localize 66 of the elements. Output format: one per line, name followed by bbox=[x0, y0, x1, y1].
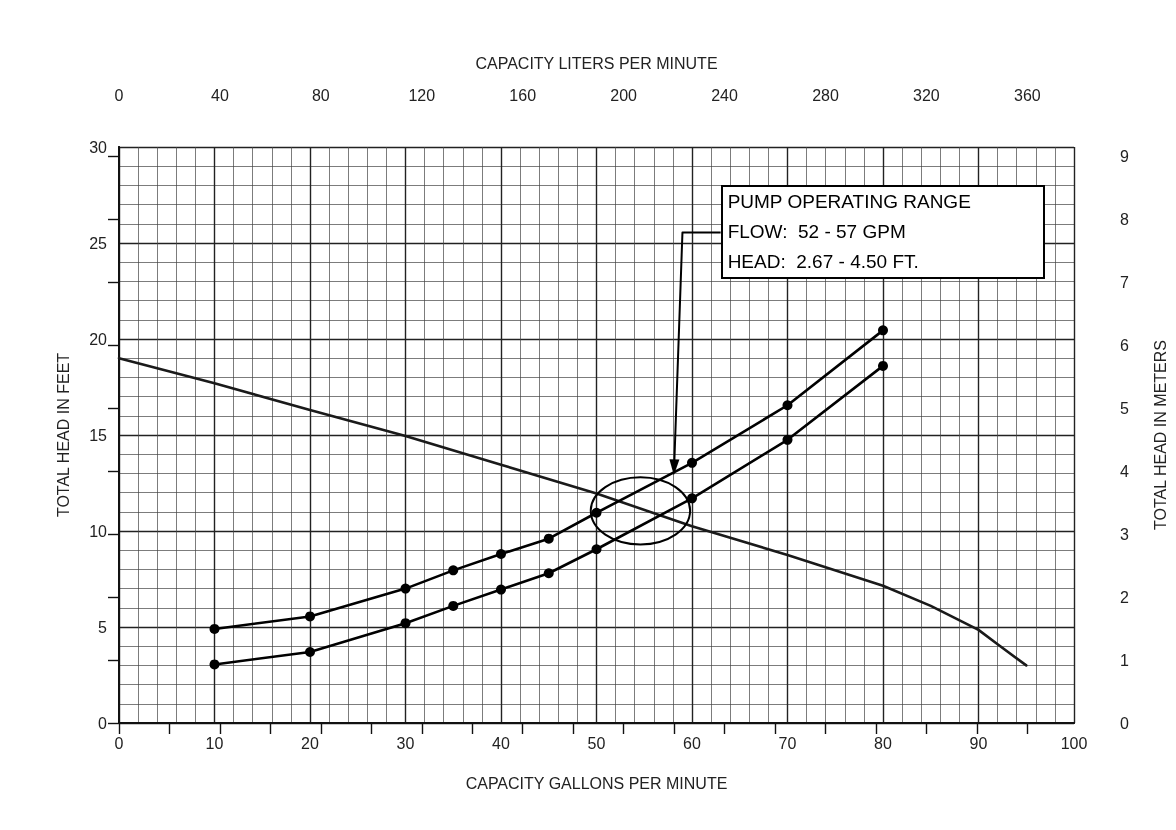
point bbox=[448, 565, 459, 576]
x-tick-label: 10 bbox=[205, 734, 224, 752]
point bbox=[400, 618, 411, 629]
x2-axis-title: CAPACITY LITERS PER MINUTE bbox=[475, 54, 718, 72]
point bbox=[543, 568, 554, 579]
y-tick-label: 15 bbox=[89, 426, 108, 444]
x2-tick-label: 120 bbox=[408, 86, 436, 104]
point bbox=[591, 507, 602, 518]
x-tick-label: 40 bbox=[492, 734, 510, 752]
x-tick-label: 70 bbox=[778, 734, 797, 752]
x-tick-label: 60 bbox=[683, 734, 701, 752]
point bbox=[496, 584, 506, 595]
y-tick-label: 0 bbox=[98, 714, 108, 732]
point bbox=[305, 646, 315, 657]
callout-box: PUMP OPERATING RANGE FLOW: 52 - 57 GPM HEAD: 2.67 - 4.50 FT. bbox=[720, 185, 1046, 280]
annotation: PUMP OPERATING RANGE bbox=[727, 190, 972, 215]
y2-tick-label: 0 bbox=[1120, 714, 1129, 732]
x-axis-title: CAPACITY GALLONS PER MINUTE bbox=[465, 774, 728, 792]
x2-tick-label: 280 bbox=[812, 86, 839, 104]
y2-tick-label: 7 bbox=[1120, 273, 1129, 291]
x-tick-label: 0 bbox=[114, 734, 124, 752]
x2-tick-label: 40 bbox=[211, 86, 229, 104]
x2-tick-label: 240 bbox=[711, 86, 738, 104]
point bbox=[591, 544, 602, 555]
y-tick-label: 30 bbox=[89, 138, 108, 156]
y2-tick-label: 9 bbox=[1120, 147, 1129, 165]
x-tick-label: 90 bbox=[969, 734, 988, 752]
point bbox=[209, 623, 220, 634]
annotation: FLOW: 52 - 57 GPM bbox=[727, 220, 907, 245]
point bbox=[687, 457, 697, 468]
x-tick-label: 50 bbox=[587, 734, 606, 752]
point bbox=[209, 659, 220, 670]
y-tick-label: 5 bbox=[98, 618, 108, 636]
x2-tick-label: 320 bbox=[913, 86, 940, 104]
annotation: HEAD: 2.67 - 4.50 FT. bbox=[727, 249, 920, 274]
point bbox=[878, 360, 888, 371]
point bbox=[448, 600, 459, 611]
y2-tick-label: 6 bbox=[1120, 336, 1129, 354]
y2-tick-label: 1 bbox=[1120, 651, 1129, 669]
x2-tick-label: 80 bbox=[311, 86, 330, 104]
y2-tick-label: 8 bbox=[1120, 210, 1129, 228]
y-tick-label: 25 bbox=[89, 234, 108, 252]
point bbox=[496, 549, 506, 560]
point bbox=[782, 434, 793, 445]
y2-tick-label: 2 bbox=[1120, 588, 1129, 606]
x2-tick-label: 360 bbox=[1013, 86, 1041, 104]
x-tick-label: 80 bbox=[874, 734, 892, 752]
x2-tick-label: 200 bbox=[610, 86, 638, 104]
y2-tick-label: 5 bbox=[1120, 399, 1129, 417]
y2-tick-label: 4 bbox=[1120, 462, 1129, 480]
y-tick-label: 20 bbox=[89, 330, 108, 348]
point bbox=[400, 583, 411, 594]
x2-tick-label: 0 bbox=[114, 86, 124, 104]
point bbox=[305, 611, 315, 622]
point bbox=[687, 493, 697, 504]
y-axis-title: TOTAL HEAD IN FEET bbox=[54, 352, 72, 518]
point bbox=[782, 400, 793, 411]
point bbox=[878, 325, 888, 336]
y2-tick-label: 3 bbox=[1120, 525, 1129, 543]
point bbox=[543, 533, 554, 544]
y2-axis-title: TOTAL HEAD IN METERS bbox=[1151, 340, 1169, 530]
x-tick-label: 100 bbox=[1060, 734, 1088, 752]
x-tick-label: 30 bbox=[396, 734, 415, 752]
x-tick-label: 20 bbox=[301, 734, 319, 752]
y-tick-label: 10 bbox=[89, 522, 108, 540]
x2-tick-label: 160 bbox=[509, 86, 537, 104]
